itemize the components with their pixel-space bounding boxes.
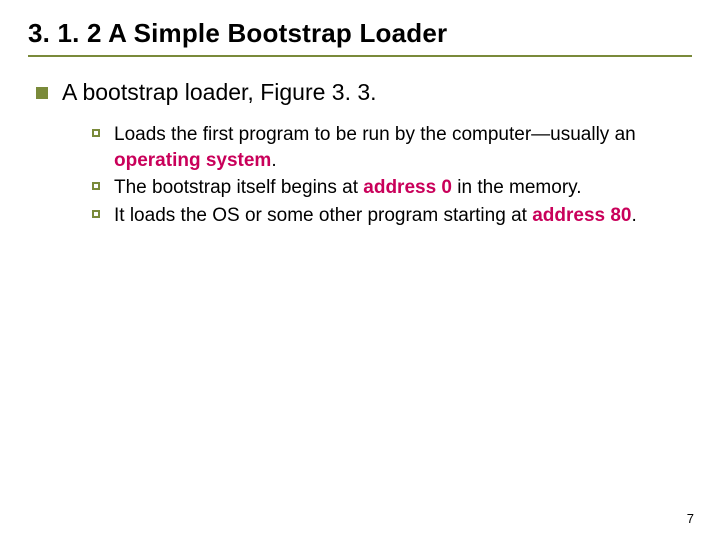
list-item: The bootstrap itself begins at address 0… (92, 175, 668, 201)
level2-list: Loads the first program to be run by the… (92, 122, 668, 229)
slide: 3. 1. 2 A Simple Bootstrap Loader A boot… (0, 0, 720, 540)
list-item: Loads the first program to be run by the… (92, 122, 668, 173)
page-number: 7 (687, 511, 694, 526)
list-item-text: It loads the OS or some other program st… (114, 203, 637, 229)
square-bullet-icon (36, 87, 48, 99)
highlight-text: address 80 (532, 205, 631, 226)
text-pre: The bootstrap itself begins at (114, 177, 363, 198)
list-item-text: Loads the first program to be run by the… (114, 122, 668, 173)
level1-text: A bootstrap loader, Figure 3. 3. (62, 79, 377, 106)
text-pre: It loads the OS or some other program st… (114, 205, 532, 226)
hollow-square-bullet-icon (92, 129, 100, 137)
text-post: in the memory. (452, 177, 582, 198)
hollow-square-bullet-icon (92, 182, 100, 190)
text-post: . (271, 150, 276, 171)
text-pre: Loads the first program to be run by the… (114, 124, 636, 145)
highlight-text: address 0 (363, 177, 452, 198)
bullet-level1: A bootstrap loader, Figure 3. 3. (36, 79, 698, 106)
text-post: . (632, 205, 637, 226)
slide-title: 3. 1. 2 A Simple Bootstrap Loader (28, 18, 692, 49)
hollow-square-bullet-icon (92, 210, 100, 218)
highlight-text: operating system (114, 150, 271, 171)
title-underline: 3. 1. 2 A Simple Bootstrap Loader (28, 18, 692, 57)
list-item-text: The bootstrap itself begins at address 0… (114, 175, 582, 201)
list-item: It loads the OS or some other program st… (92, 203, 668, 229)
